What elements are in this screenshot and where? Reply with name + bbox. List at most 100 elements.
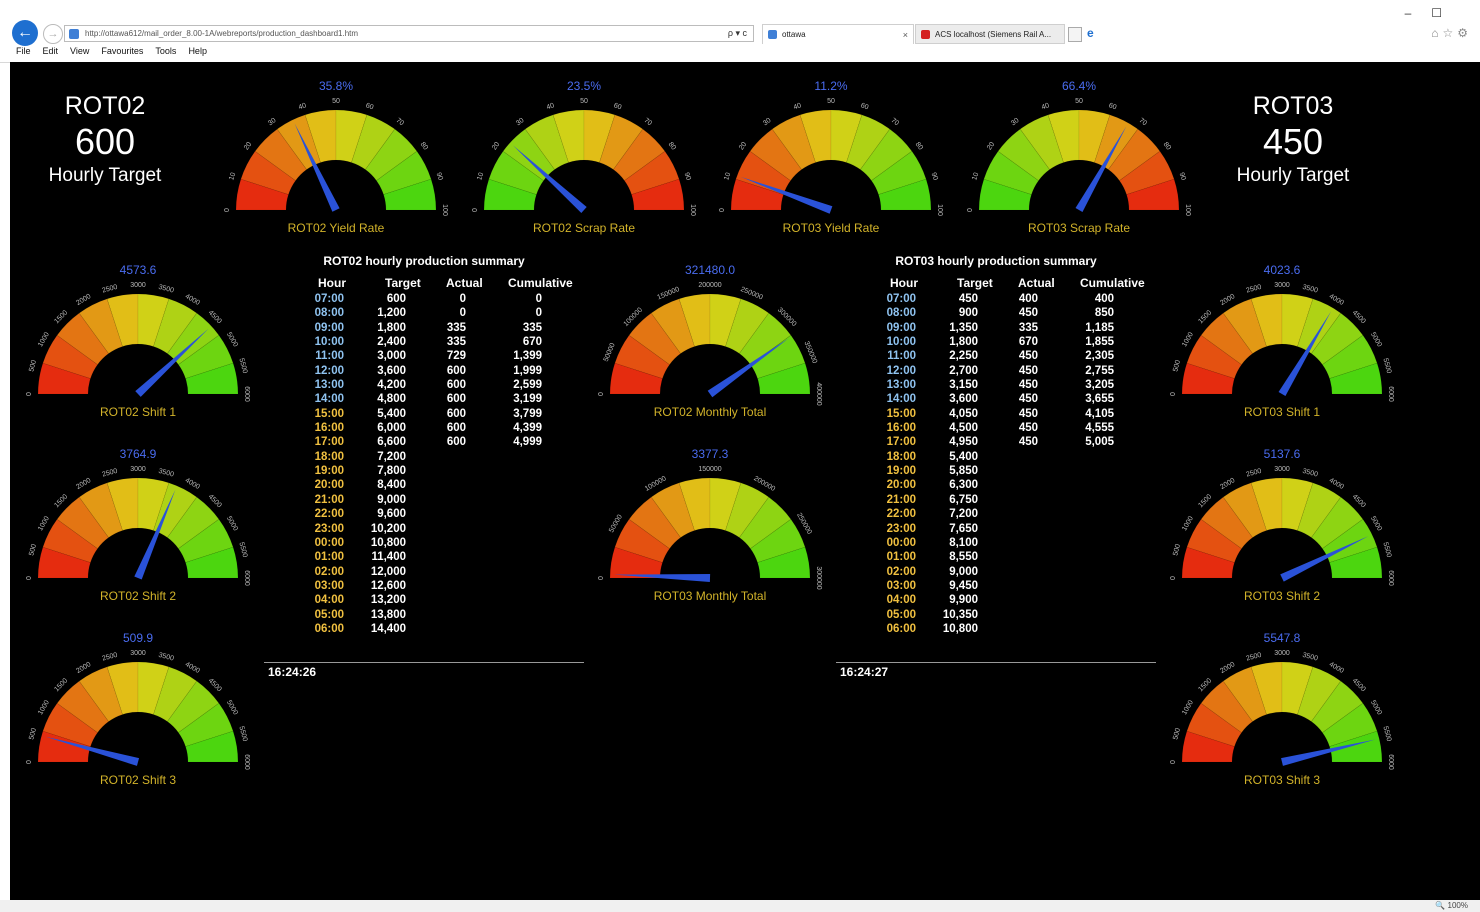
- zoom-level[interactable]: 🔍 100%: [1435, 901, 1468, 910]
- address-bar[interactable]: http://ottawa612/mail_order_8.00-1A/webr…: [64, 25, 754, 42]
- gauge-tick-label: 90: [683, 172, 692, 182]
- gauge-needle: [1281, 739, 1376, 766]
- tab-ottawa[interactable]: ottawa ×: [762, 24, 914, 44]
- cell-cumulative: [466, 608, 542, 622]
- cell-cumulative: 0: [535, 293, 542, 305]
- cell-cumulative: 3,205: [1085, 379, 1114, 392]
- gauge-tick-label: 70: [890, 117, 901, 127]
- cell-cumulative: 1,855: [1085, 336, 1114, 349]
- gauge-tick-label: 6000: [243, 754, 250, 770]
- cell-actual: 335: [1018, 321, 1038, 334]
- gauge-needle: [1280, 536, 1369, 582]
- table-row: 01:00 8,550: [884, 550, 1114, 564]
- menu-file[interactable]: File: [16, 46, 31, 56]
- gauge-tick-label: 150000: [698, 466, 721, 473]
- gauge-tick-label: 40: [298, 102, 308, 111]
- gauge-band-segment: [1297, 666, 1342, 722]
- cell-cumulative: 1,185: [1085, 321, 1114, 334]
- gauge-label: ROT03 Shift 2: [1244, 589, 1320, 603]
- gauge-value: 11.2%: [814, 79, 847, 93]
- gauge-band-segment: [1094, 114, 1139, 170]
- tab-acs[interactable]: ACS localhost (Siemens Rail A...: [915, 24, 1065, 44]
- gauge-tick-label: 2000: [1219, 293, 1236, 307]
- cell-cumulative: [1038, 493, 1114, 507]
- cell-target: 7,800: [377, 465, 406, 478]
- gauge-band-segment: [185, 362, 239, 395]
- cell-target: 4,050: [949, 407, 978, 420]
- gauge-tick-label: 40: [793, 102, 803, 111]
- gauge-band-segment: [614, 334, 670, 379]
- back-button[interactable]: ←: [12, 20, 38, 46]
- cell-target: 1,800: [949, 336, 978, 349]
- cell-cumulative: [466, 478, 542, 492]
- gauge-tick-label: 3000: [130, 282, 146, 289]
- new-tab-button[interactable]: [1068, 27, 1082, 42]
- cell-cumulative: [1038, 622, 1114, 636]
- menu-edit[interactable]: Edit: [42, 46, 59, 56]
- cell-actual: 450: [1018, 436, 1038, 449]
- table-row: 02:00 9,000: [884, 565, 1114, 579]
- cell-cumulative: 4,399: [513, 422, 542, 435]
- divider: [264, 662, 584, 663]
- gauge-tick-label: 0: [598, 392, 605, 396]
- cell-actual: 0: [459, 293, 466, 305]
- table-row: 04:00 9,900: [884, 593, 1114, 607]
- menu-view[interactable]: View: [70, 46, 90, 56]
- gauge-tick-label: 5000: [1369, 699, 1383, 716]
- gauge-band-segment: [78, 666, 123, 722]
- gauge-band-segment: [376, 150, 432, 195]
- cell-cumulative: [1038, 522, 1114, 536]
- cell-target: 9,450: [949, 579, 978, 592]
- table-row: 18:00 5,400: [884, 450, 1114, 464]
- gauge-tick-label: 0: [26, 392, 33, 396]
- gauge-tick-label: 60: [1108, 102, 1118, 111]
- gauge-tick-label: 500: [28, 359, 38, 372]
- gauge-tick-label: 30: [515, 117, 526, 127]
- gauge-band-segment: [488, 150, 544, 195]
- cell-target: 6,600: [377, 436, 406, 449]
- gauge-tick-label: 2500: [101, 284, 118, 295]
- cell-hour: 00:00: [314, 536, 344, 549]
- ie-icon: e: [1087, 26, 1094, 40]
- gauge-tick-label: 90: [1178, 172, 1187, 182]
- window-controls[interactable]: –☐: [1404, 6, 1462, 20]
- cell-cumulative: 335: [522, 321, 542, 334]
- cell-target: 5,400: [949, 450, 978, 463]
- cell-hour: 18:00: [886, 450, 916, 463]
- menu-favourites[interactable]: Favourites: [101, 46, 144, 56]
- gauge-band-segment: [185, 546, 239, 579]
- cell-target: 9,000: [949, 565, 978, 578]
- search-refresh-controls[interactable]: ρ ▾ c: [727, 28, 747, 38]
- menu-help[interactable]: Help: [188, 46, 207, 56]
- gauge-band-segment: [1329, 362, 1383, 395]
- cell-target: 4,200: [377, 379, 406, 392]
- cell-actual: [406, 464, 466, 478]
- gauge-band-segment: [351, 114, 396, 170]
- gauge-tick-label: 3500: [158, 468, 175, 479]
- table-row: 17:00 6,600 600 4,999: [312, 435, 542, 449]
- target-value: 450: [1262, 121, 1324, 162]
- cell-hour: 17:00: [886, 436, 916, 449]
- menu-bar: File Edit View Favourites Tools Help: [16, 46, 207, 56]
- menu-tools[interactable]: Tools: [155, 46, 177, 56]
- cell-actual: [978, 579, 1038, 593]
- forward-button[interactable]: →: [43, 24, 63, 44]
- gauge-tick-label: 20: [738, 141, 748, 152]
- gauge-band-segment: [1297, 482, 1342, 538]
- table-row: 10:00 1,800 670 1,855: [884, 335, 1114, 349]
- gauge-tick-label: 70: [643, 117, 654, 127]
- gauge-band-segment: [240, 150, 296, 195]
- gauge-tick-label: 2500: [101, 468, 118, 479]
- cell-target: 7,650: [949, 522, 978, 535]
- home-star-gear-icons[interactable]: ⌂☆⚙: [1431, 26, 1472, 40]
- close-tab-icon[interactable]: ×: [902, 29, 908, 40]
- table-row: 23:00 10,200: [312, 522, 542, 536]
- cell-hour: 05:00: [886, 608, 916, 621]
- table-row: 09:00 1,350 335 1,185: [884, 321, 1114, 335]
- gauge-value: 4023.6: [1264, 263, 1301, 277]
- cell-target: 2,400: [377, 336, 406, 349]
- gauge-band-segment: [725, 482, 770, 538]
- cell-hour: 12:00: [314, 364, 344, 377]
- table-row: 00:00 10,800: [312, 536, 542, 550]
